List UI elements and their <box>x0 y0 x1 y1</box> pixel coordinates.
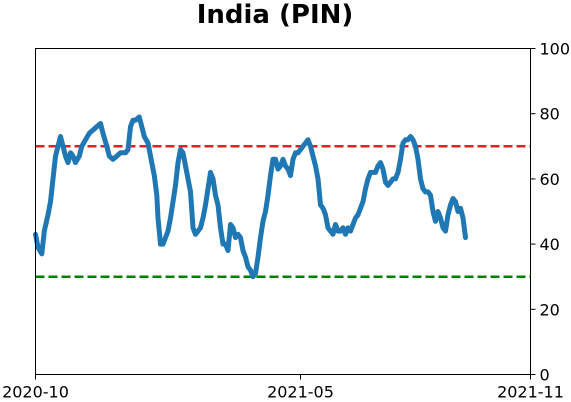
chart-title: India (PIN) <box>197 0 354 30</box>
y-axis: 0 20 40 60 80 100 <box>530 40 571 385</box>
y-tick-label: 80 <box>540 105 560 124</box>
x-tick-label: 2021-11 <box>497 383 564 402</box>
y-tick-label: 20 <box>540 300 560 319</box>
series-line-1 <box>33 114 468 280</box>
reference-lines <box>35 145 531 278</box>
y-tick-label: 0 <box>540 366 550 385</box>
x-tick-label: 2021-05 <box>267 383 334 402</box>
plot-frame <box>35 48 531 375</box>
y-tick-label: 100 <box>540 40 571 59</box>
x-tick-label: 2020-10 <box>2 383 69 402</box>
series-layer <box>33 114 468 280</box>
y-tick-label: 60 <box>540 170 560 189</box>
y-tick-label: 40 <box>540 235 560 254</box>
x-axis: 2020-10 2021-05 2021-11 <box>2 374 564 402</box>
